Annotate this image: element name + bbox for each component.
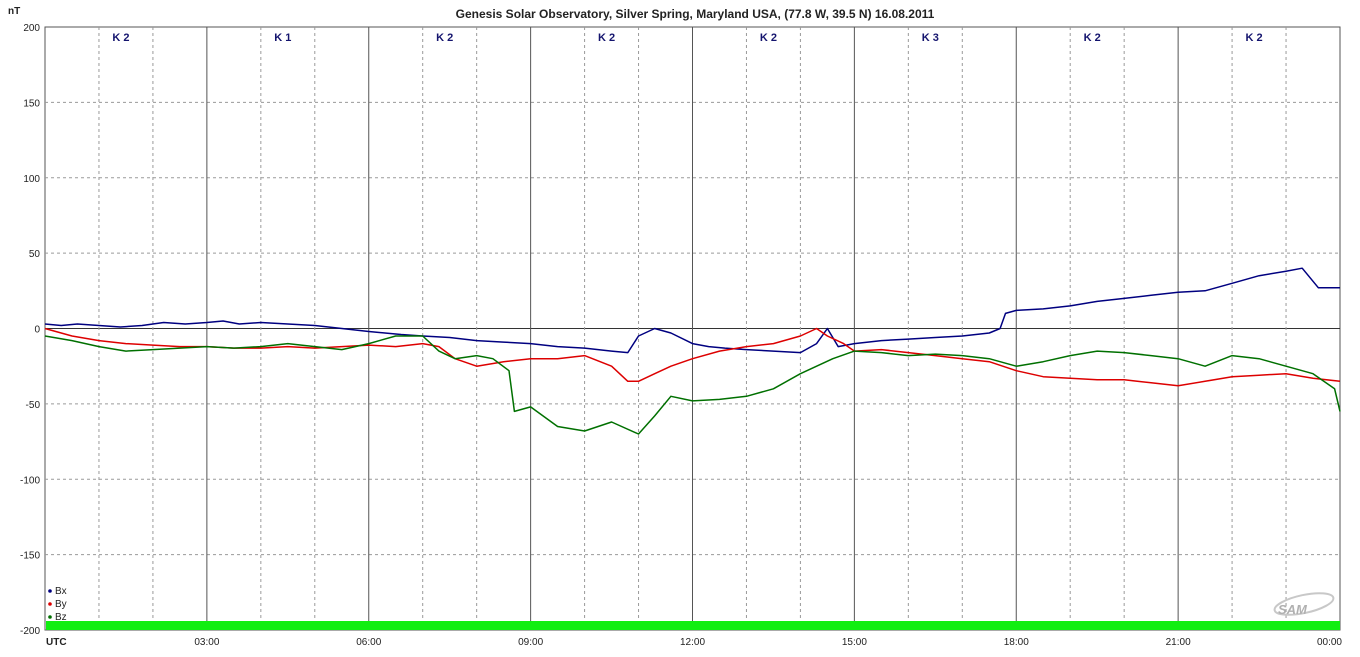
y-tick-label: -200 — [20, 626, 40, 637]
y-tick-label: -50 — [26, 400, 41, 411]
x-tick-label: 06:00 — [356, 637, 381, 648]
y-axis-unit: nT — [8, 6, 20, 17]
series-line-bx — [44, 267, 1340, 354]
logo-swoosh-icon — [1273, 592, 1335, 616]
k-index-label: K 2 — [1084, 32, 1101, 44]
k-index-labels: K 2 K 1 K 2 K 2 K 2 K 3 K 2 K 2 — [112, 32, 1262, 44]
k-index-label: K 2 — [760, 32, 777, 44]
y-tick-label: 100 — [23, 174, 40, 185]
legend-marker — [48, 615, 52, 619]
y-tick-label: -100 — [20, 475, 40, 486]
x-tick-label: 00:00 — [1317, 637, 1342, 648]
status-bar — [46, 621, 1340, 630]
x-tick-label: 15:00 — [842, 637, 867, 648]
k-index-label: K 2 — [1246, 32, 1263, 44]
y-tick-label: -150 — [20, 551, 40, 562]
k-index-label: K 2 — [436, 32, 453, 44]
y-tick-label: 200 — [23, 23, 40, 34]
legend-marker — [48, 589, 52, 593]
chart-title: Genesis Solar Observatory, Silver Spring… — [456, 7, 935, 21]
k-index-label: K 2 — [112, 32, 129, 44]
y-tick-label: 150 — [23, 98, 40, 109]
legend-label: Bz — [55, 612, 67, 623]
k-index-label: K 1 — [274, 32, 291, 44]
logo-text: SAM — [1278, 602, 1308, 617]
k-index-label: K 3 — [922, 32, 939, 44]
series-line-by — [44, 327, 1341, 387]
legend: Bx By Bz — [48, 586, 67, 623]
legend-marker — [48, 602, 52, 606]
y-tick-label: 50 — [29, 249, 41, 260]
x-tick-label: 21:00 — [1166, 637, 1191, 648]
x-tick-label: 18:00 — [1004, 637, 1029, 648]
legend-label: Bx — [55, 586, 67, 597]
x-tick-label: UTC — [46, 637, 67, 648]
series-layer — [44, 267, 1341, 435]
x-tick-label: 03:00 — [194, 637, 219, 648]
x-tick-label: 12:00 — [680, 637, 705, 648]
sam-logo: SAM — [1273, 592, 1335, 617]
x-tick-label: 09:00 — [518, 637, 543, 648]
y-axis-ticks: 200 150 100 50 0 -50 -100 -150 -200 — [20, 23, 40, 637]
grid — [45, 27, 1340, 630]
x-axis-ticks: UTC 03:00 06:00 09:00 12:00 15:00 18:00 21:00 00… — [46, 637, 1342, 648]
k-index-label: K 2 — [598, 32, 615, 44]
y-tick-label: 0 — [34, 325, 40, 336]
series-line-bz — [44, 335, 1341, 435]
legend-label: By — [55, 599, 67, 610]
